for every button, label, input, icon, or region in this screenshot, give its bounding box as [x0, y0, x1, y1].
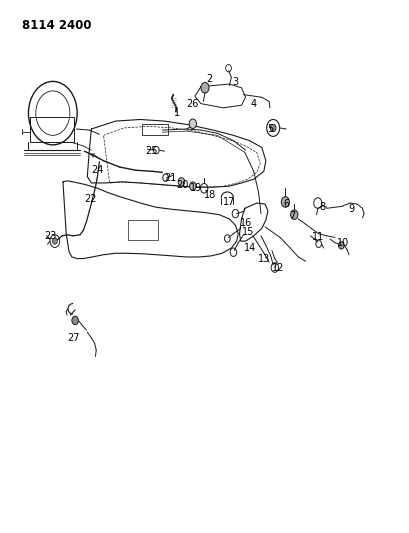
Text: 21: 21: [164, 173, 176, 183]
Text: 5: 5: [266, 124, 272, 134]
Text: 11: 11: [311, 232, 323, 243]
Text: 1: 1: [173, 108, 179, 118]
Text: 12: 12: [271, 263, 283, 272]
Circle shape: [200, 83, 209, 93]
Text: 18: 18: [203, 190, 216, 200]
Text: 16: 16: [239, 218, 251, 228]
Text: 8114 2400: 8114 2400: [22, 19, 92, 32]
Text: 25: 25: [145, 146, 157, 156]
Text: 26: 26: [185, 99, 198, 109]
Circle shape: [189, 182, 196, 190]
Text: 3: 3: [232, 77, 238, 87]
Circle shape: [281, 197, 289, 207]
Text: 6: 6: [282, 199, 288, 209]
Circle shape: [290, 210, 297, 220]
Circle shape: [178, 177, 184, 186]
Circle shape: [338, 241, 344, 249]
Text: 20: 20: [176, 180, 189, 190]
Text: 13: 13: [257, 254, 269, 263]
Text: 17: 17: [222, 197, 235, 207]
Text: 22: 22: [84, 194, 97, 204]
Circle shape: [52, 238, 57, 244]
Text: 2: 2: [205, 74, 212, 84]
Text: 10: 10: [336, 238, 348, 248]
Text: 15: 15: [242, 227, 254, 237]
Text: 23: 23: [44, 231, 56, 241]
Circle shape: [189, 119, 196, 128]
Text: 24: 24: [91, 165, 103, 175]
Text: 14: 14: [243, 243, 255, 253]
Text: 27: 27: [67, 333, 79, 343]
Text: 8: 8: [319, 202, 325, 212]
Circle shape: [270, 124, 275, 132]
Circle shape: [72, 316, 78, 325]
Text: 19: 19: [189, 183, 202, 193]
Text: 7: 7: [288, 211, 294, 221]
Text: 9: 9: [347, 204, 353, 214]
Text: 4: 4: [250, 99, 256, 109]
